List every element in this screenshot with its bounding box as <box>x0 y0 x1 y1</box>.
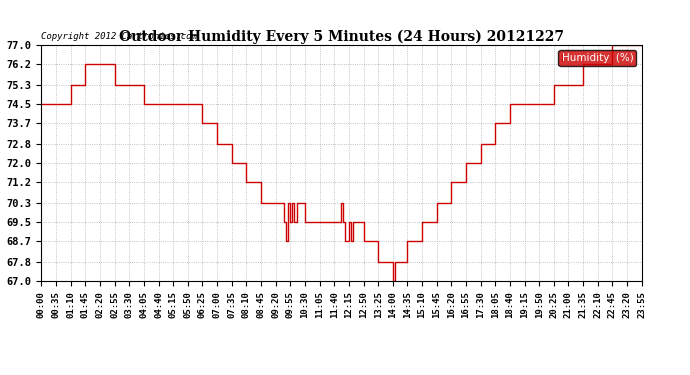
Legend: Humidity  (%): Humidity (%) <box>558 50 636 66</box>
Text: Copyright 2012 Cartronics.com: Copyright 2012 Cartronics.com <box>41 33 197 42</box>
Title: Outdoor Humidity Every 5 Minutes (24 Hours) 20121227: Outdoor Humidity Every 5 Minutes (24 Hou… <box>119 30 564 44</box>
